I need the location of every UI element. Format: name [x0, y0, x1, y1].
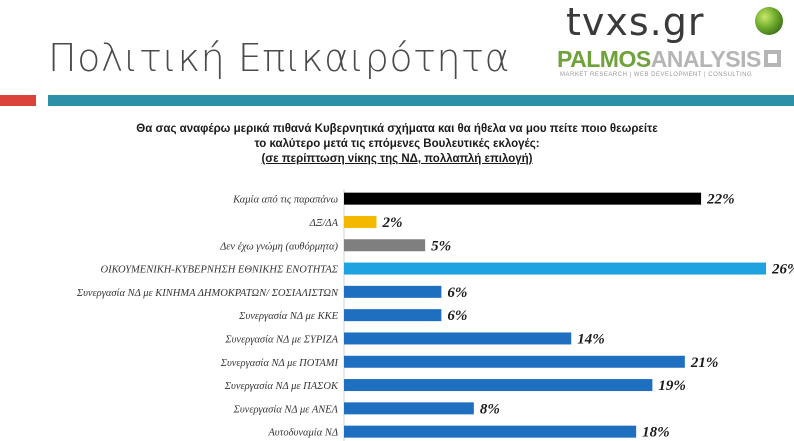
category-label: Αυτοδυναμία ΝΔ [267, 428, 338, 439]
category-label: Συνεργασία ΝΔ με ΠΟΤΑΜΙ [220, 358, 339, 369]
tvxs-logo: tvxs.gr [566, 0, 705, 44]
palmos-analysis-logo: PALMOSANALYSIS [557, 46, 761, 73]
bar [344, 355, 685, 368]
category-label: Συνεργασία ΝΔ με ΚΚΕ [238, 311, 338, 322]
value-label: 18% [642, 425, 670, 441]
value-label: 2% [381, 215, 402, 231]
category-label: Συνεργασία ΝΔ με ΑΝΕΛ [233, 404, 339, 415]
bar [344, 309, 442, 322]
globe-icon [755, 7, 783, 35]
value-label: 21% [690, 355, 719, 371]
category-label: Δεν έχω γνώμη (αυθόρμητα) [219, 241, 338, 252]
bar [344, 192, 702, 205]
value-label: 6% [447, 285, 467, 301]
palmos-logo-tagline: MARKET RESEARCH | WEB DEVELOPMENT | CONS… [560, 72, 753, 78]
survey-question: Θα σας αναφέρω μερικά πιθανά Κυβερνητικά… [40, 122, 754, 167]
bar [344, 379, 653, 392]
value-label: 19% [658, 378, 686, 394]
bar [344, 402, 474, 415]
value-label: 22% [706, 192, 735, 208]
category-label: Συνεργασία ΝΔ με ΚΙΝΗΜΑ ΔΗΜΟΚΡΑΤΩΝ/ ΣΟΣΙ… [76, 288, 339, 299]
palmos-logo-part1: PALMOS [557, 46, 651, 72]
value-label: 8% [480, 401, 500, 417]
bar [344, 262, 766, 275]
category-label: Καμία από τις παραπάνω [232, 195, 338, 206]
bar [344, 285, 442, 298]
value-label: 6% [447, 308, 467, 324]
palmos-logo-part2: ANALYSIS [650, 46, 762, 72]
bar [344, 332, 572, 345]
question-line-1: Θα σας αναφέρω μερικά πιθανά Κυβερνητικά… [136, 123, 658, 135]
header-accent-red [0, 95, 36, 106]
value-label: 14% [577, 331, 605, 347]
question-line-2: το καλύτερο μετά τις επόμενες Βουλευτικέ… [254, 138, 540, 150]
bar [344, 215, 377, 228]
bar [344, 425, 637, 438]
category-label: ΟΙΚΟΥΜΕΝΙΚΗ-ΚΥΒΕΡΝΗΣΗ ΕΘΝΙΚΗΣ ΕΝΟΤΗΤΑΣ [101, 265, 339, 276]
slide-title: Πολιτική Επικαιρότητα [48, 36, 511, 80]
category-label: ΔΞ/ΔΑ [309, 218, 339, 229]
category-label: Συνεργασία ΝΔ με ΣΥΡΙΖΑ [224, 334, 338, 345]
question-line-3: (σε περίπτωση νίκης της ΝΔ, πολλαπλή επι… [261, 153, 533, 165]
value-label: 5% [431, 238, 451, 254]
category-label: Συνεργασία ΝΔ με ΠΑΣΟΚ [224, 381, 339, 392]
bar [344, 239, 426, 252]
value-label: 26% [771, 262, 794, 278]
header-accent-teal [48, 95, 794, 106]
palmos-square-icon [764, 50, 781, 67]
